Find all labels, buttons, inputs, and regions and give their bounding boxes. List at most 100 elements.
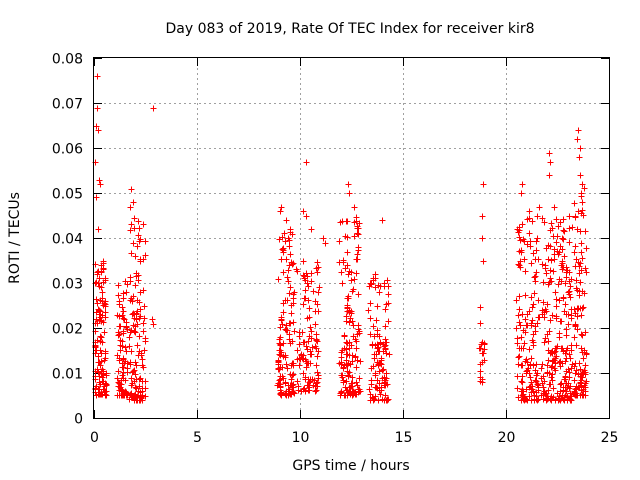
data-point (139, 397, 146, 404)
y-axis-ticks: 0 0.01 0.02 0.03 0.04 0.05 0.06 0.07 0.08 (52, 52, 609, 428)
data-point (578, 267, 585, 274)
data-point (280, 269, 287, 276)
data-point (370, 277, 377, 284)
data-point (367, 331, 374, 338)
data-point (140, 364, 147, 371)
data-point (127, 227, 134, 234)
data-point (375, 361, 382, 368)
data-point (553, 303, 560, 310)
data-point (141, 303, 148, 310)
data-point (102, 388, 109, 395)
data-point (312, 343, 319, 350)
data-point (519, 221, 526, 228)
data-point (382, 377, 389, 384)
data-point (320, 235, 327, 242)
data-point (566, 278, 573, 285)
data-point (290, 319, 297, 326)
data-point (518, 397, 525, 404)
data-point (314, 353, 321, 360)
data-point (539, 215, 546, 222)
data-point (383, 350, 390, 357)
data-point (278, 316, 285, 323)
data-point (369, 394, 376, 401)
data-point (546, 172, 553, 179)
data-point (516, 319, 523, 326)
data-point (533, 247, 540, 254)
data-point (136, 333, 143, 340)
data-point (372, 393, 379, 400)
data-point (308, 351, 315, 358)
data-point (339, 280, 346, 287)
data-point (536, 204, 543, 211)
y-tick-label: 0.02 (52, 322, 83, 338)
data-point (555, 397, 562, 404)
data-point (579, 305, 586, 312)
data-point (566, 225, 573, 232)
data-point (541, 339, 548, 346)
data-point (354, 230, 361, 237)
data-point (120, 369, 127, 376)
data-point (479, 235, 486, 242)
data-point (283, 217, 290, 224)
data-point (579, 199, 586, 206)
data-point (137, 375, 144, 382)
data-point (98, 284, 105, 291)
data-point (581, 290, 588, 297)
data-point (276, 377, 283, 384)
x-tick-label: 5 (193, 430, 202, 446)
data-point (523, 356, 530, 363)
data-point (583, 269, 590, 276)
data-point (308, 328, 315, 335)
data-point (283, 361, 290, 368)
data-point (564, 393, 571, 400)
data-point (524, 322, 531, 329)
data-point (354, 251, 361, 258)
data-point (344, 302, 351, 309)
data-point (133, 316, 140, 323)
data-point (98, 334, 105, 341)
data-point (580, 212, 587, 219)
data-point (374, 303, 381, 310)
data-point (136, 348, 143, 355)
data-point (382, 306, 389, 313)
data-point (127, 278, 134, 285)
data-point (302, 287, 309, 294)
data-point (130, 293, 137, 300)
data-point (580, 370, 587, 377)
data-point (296, 341, 303, 348)
data-point (371, 333, 378, 340)
data-point (571, 200, 578, 207)
data-point (379, 396, 386, 403)
data-point (519, 379, 526, 386)
data-point (542, 265, 549, 272)
data-point (572, 243, 579, 250)
data-point (312, 298, 319, 305)
data-point (353, 345, 360, 352)
data-point (479, 359, 486, 366)
data-point (580, 304, 587, 311)
data-point (128, 221, 135, 228)
data-point (520, 327, 527, 334)
data-point (126, 334, 133, 341)
data-point (277, 324, 284, 331)
data-point (526, 215, 533, 222)
data-point (547, 159, 554, 166)
data-point (382, 336, 389, 343)
data-point (567, 294, 574, 301)
data-point (315, 289, 322, 296)
data-point (303, 343, 310, 350)
data-point (567, 396, 574, 403)
data-point (120, 308, 127, 315)
data-point (521, 238, 528, 245)
data-point (353, 338, 360, 345)
data-point (347, 315, 354, 322)
data-point (548, 374, 555, 381)
data-point (122, 388, 129, 395)
data-point (560, 227, 567, 234)
data-point (134, 243, 141, 250)
data-point (150, 105, 157, 112)
data-point (547, 243, 554, 250)
data-point (116, 298, 123, 305)
data-point (350, 333, 357, 340)
data-point (101, 329, 108, 336)
